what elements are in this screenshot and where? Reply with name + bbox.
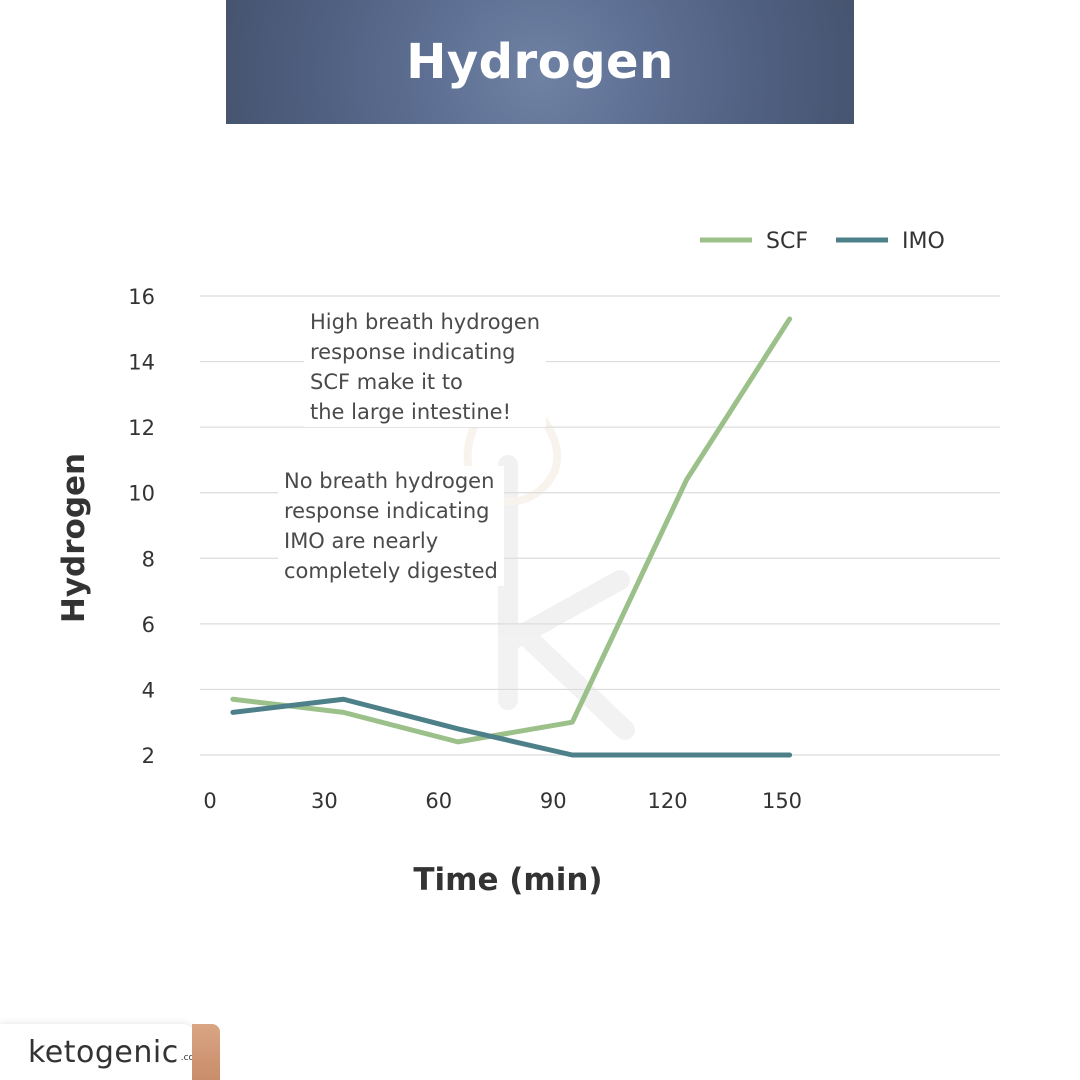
x-tick-label: 150 [762, 789, 802, 813]
x-tick-label: 90 [540, 789, 567, 813]
y-tick-label: 2 [142, 744, 155, 768]
page-title: Hydrogen [406, 34, 674, 90]
series-line-scf [230, 316, 793, 745]
y-tick-label: 6 [142, 613, 155, 637]
x-tick-label: 30 [311, 789, 338, 813]
annotation-imo-line: response indicating [284, 499, 490, 523]
y-tick-label: 14 [128, 351, 155, 375]
annotation-imo-line: completely digested [284, 559, 498, 583]
annotation-scf-line: SCF make it to [310, 370, 463, 394]
logo-domain-suffix: .com [181, 1053, 203, 1063]
header-banner: Hydrogen [226, 0, 854, 124]
annotation-scf-line: the large intestine! [310, 400, 511, 424]
legend-label-imo: IMO [902, 229, 945, 254]
logo-accent-tab [192, 1024, 220, 1080]
x-axis-title: Time (min) [413, 862, 602, 898]
annotation-imo-line: No breath hydrogen [284, 469, 495, 493]
x-tick-label: 0 [203, 789, 216, 813]
y-tick-label: 4 [142, 678, 155, 702]
watermark-logo-icon [463, 374, 635, 740]
logo-wordmark: ketogenic [28, 1034, 179, 1070]
annotation-imo-line: IMO are nearly [284, 529, 439, 553]
series-line-imo [230, 696, 793, 758]
y-tick-label: 12 [128, 416, 155, 440]
x-tick-label: 60 [425, 789, 452, 813]
x-tick-label: 120 [648, 789, 688, 813]
y-tick-label: 10 [128, 482, 155, 506]
y-tick-label: 16 [128, 285, 155, 309]
annotation-scf: High breath hydrogen response indicating… [304, 307, 547, 427]
brand-logo[interactable]: ketogenic .com [0, 1024, 203, 1080]
annotation-scf-line: High breath hydrogen [310, 310, 541, 334]
legend-label-scf: SCF [766, 229, 808, 254]
y-axis-title: Hydrogen [56, 453, 92, 623]
y-tick-label: 8 [142, 547, 155, 571]
annotation-imo: No breath hydrogen response indicating I… [278, 466, 504, 586]
annotation-scf-line: response indicating [310, 340, 516, 364]
